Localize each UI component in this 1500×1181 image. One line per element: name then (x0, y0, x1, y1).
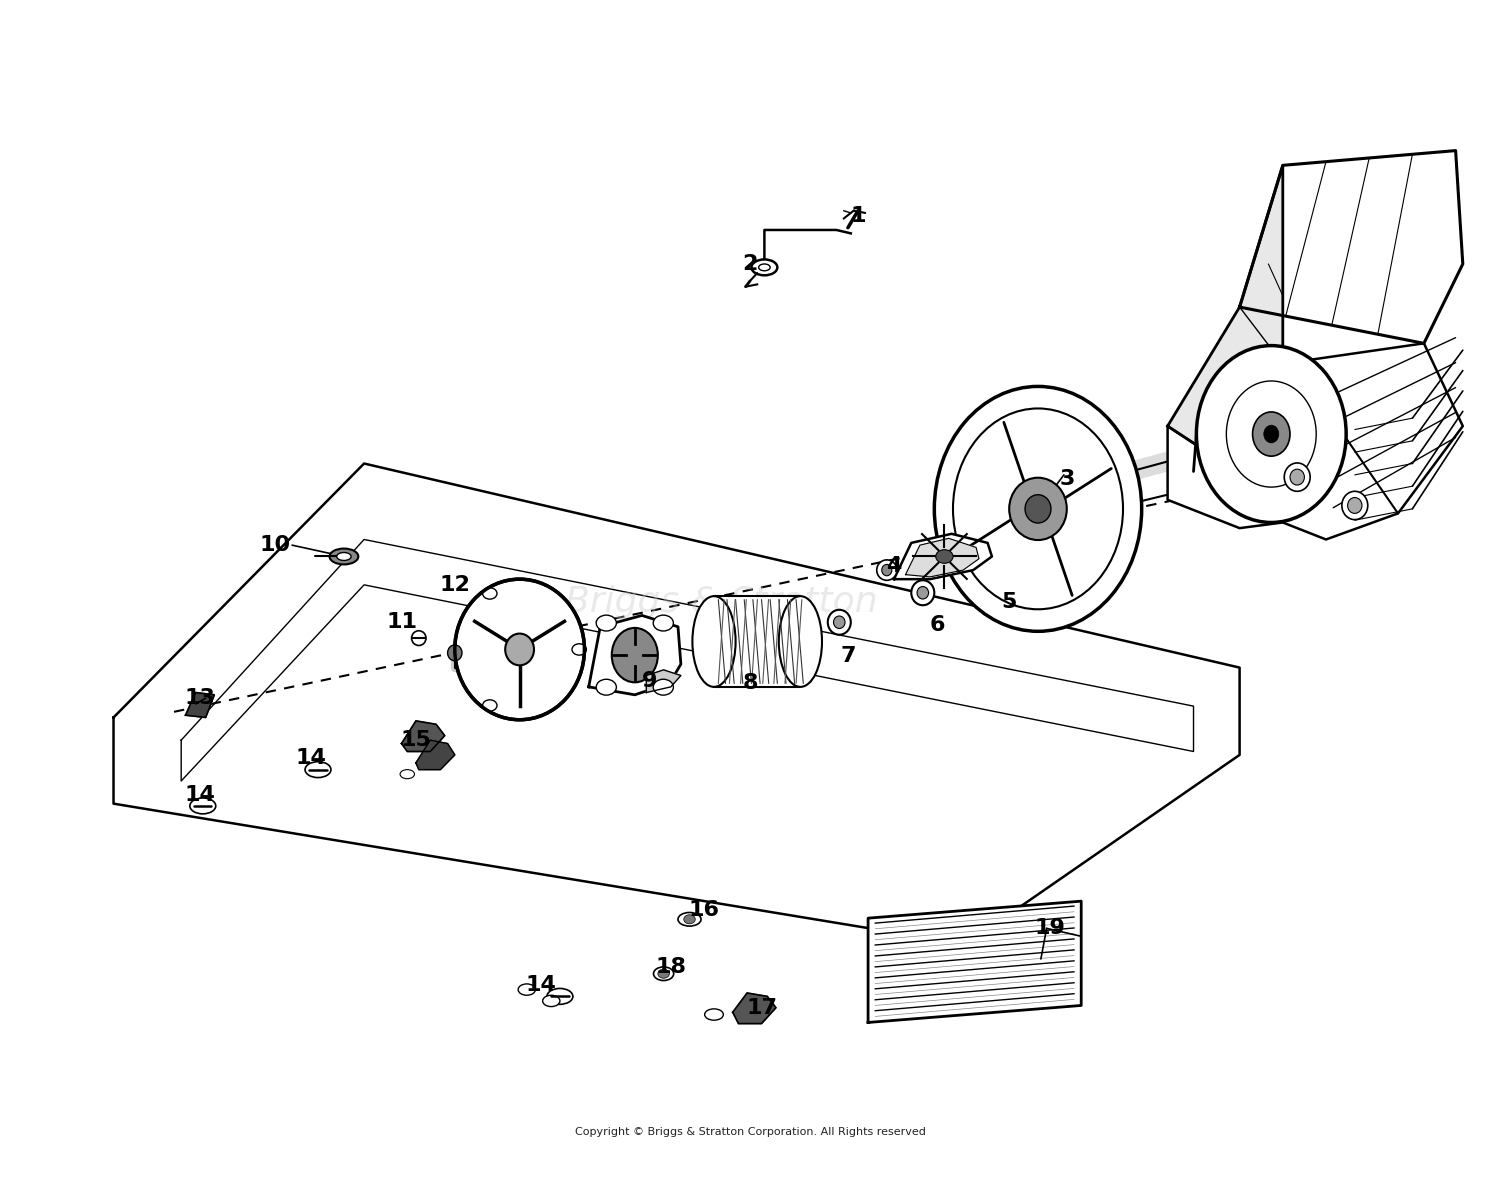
Text: 4: 4 (886, 555, 902, 575)
Text: 17: 17 (746, 998, 777, 1018)
Text: 14: 14 (184, 784, 216, 804)
Text: 11: 11 (386, 612, 417, 632)
Ellipse shape (506, 633, 534, 665)
Ellipse shape (543, 996, 560, 1006)
Ellipse shape (678, 913, 700, 926)
Text: 10: 10 (260, 535, 291, 555)
Ellipse shape (304, 762, 332, 777)
Ellipse shape (752, 260, 777, 275)
Text: 3: 3 (1059, 469, 1074, 489)
Ellipse shape (882, 565, 892, 576)
Ellipse shape (876, 560, 897, 580)
Ellipse shape (612, 628, 658, 683)
Polygon shape (114, 463, 1239, 945)
Circle shape (658, 970, 669, 978)
Circle shape (652, 679, 674, 696)
Polygon shape (186, 692, 214, 718)
Text: Briggs & Stratton: Briggs & Stratton (566, 585, 878, 619)
Text: 8: 8 (742, 673, 758, 693)
Ellipse shape (1342, 491, 1368, 520)
Ellipse shape (952, 409, 1124, 609)
Text: 19: 19 (1034, 919, 1065, 939)
Polygon shape (416, 740, 454, 770)
Polygon shape (402, 720, 444, 751)
Polygon shape (1167, 165, 1282, 455)
Ellipse shape (447, 645, 462, 661)
Ellipse shape (454, 579, 585, 719)
Ellipse shape (400, 770, 414, 778)
Ellipse shape (411, 631, 426, 646)
Ellipse shape (336, 553, 351, 561)
Polygon shape (868, 901, 1082, 1023)
Ellipse shape (548, 988, 573, 1004)
Circle shape (596, 615, 616, 631)
Text: 6: 6 (930, 614, 945, 634)
Ellipse shape (834, 616, 844, 628)
Circle shape (572, 644, 586, 655)
Polygon shape (1167, 344, 1462, 540)
Ellipse shape (759, 265, 770, 270)
Ellipse shape (1284, 463, 1310, 491)
Ellipse shape (1024, 495, 1051, 523)
Polygon shape (906, 539, 980, 576)
Text: 1: 1 (850, 207, 865, 227)
Text: 14: 14 (296, 749, 326, 769)
Text: 16: 16 (688, 900, 720, 920)
Circle shape (596, 679, 616, 696)
Ellipse shape (828, 609, 850, 634)
Circle shape (483, 588, 496, 599)
Text: 15: 15 (400, 730, 432, 750)
Polygon shape (588, 615, 681, 694)
Ellipse shape (705, 1009, 723, 1020)
Ellipse shape (1197, 346, 1346, 522)
Ellipse shape (330, 548, 358, 565)
Circle shape (936, 549, 952, 563)
Text: 13: 13 (184, 689, 216, 709)
Ellipse shape (1252, 412, 1290, 456)
Ellipse shape (778, 596, 822, 687)
Ellipse shape (1290, 469, 1305, 485)
Text: 7: 7 (840, 646, 855, 666)
Ellipse shape (693, 596, 735, 687)
Polygon shape (732, 993, 776, 1024)
Text: 5: 5 (1002, 592, 1017, 612)
Circle shape (483, 700, 496, 711)
Text: 9: 9 (642, 671, 657, 691)
Ellipse shape (190, 798, 216, 814)
Polygon shape (894, 534, 992, 579)
Ellipse shape (916, 587, 928, 599)
Text: Copyright © Briggs & Stratton Corporation. All Rights reserved: Copyright © Briggs & Stratton Corporatio… (574, 1127, 926, 1137)
Polygon shape (714, 596, 801, 687)
Polygon shape (646, 670, 681, 692)
Text: 2: 2 (742, 254, 758, 274)
Text: 12: 12 (440, 575, 470, 595)
Ellipse shape (912, 580, 934, 605)
Ellipse shape (518, 984, 536, 996)
Circle shape (684, 915, 696, 924)
Text: 18: 18 (656, 957, 687, 977)
Circle shape (652, 615, 674, 631)
Ellipse shape (934, 386, 1142, 632)
Ellipse shape (1264, 425, 1280, 443)
Polygon shape (1239, 151, 1462, 344)
Text: 14: 14 (526, 976, 556, 996)
Ellipse shape (1010, 477, 1066, 540)
Ellipse shape (1347, 497, 1362, 514)
Ellipse shape (654, 967, 674, 980)
